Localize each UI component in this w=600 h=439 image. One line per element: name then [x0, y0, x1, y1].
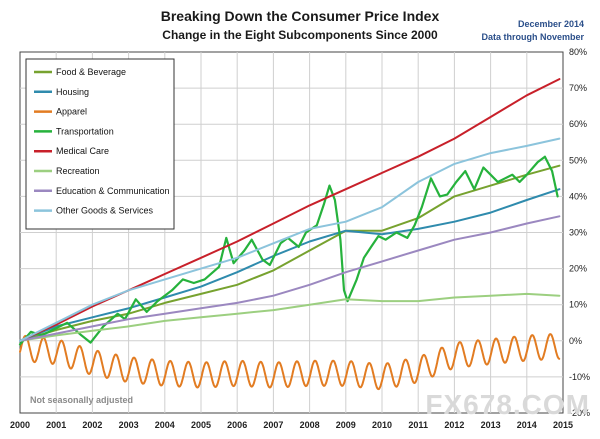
legend-label: Housing — [56, 87, 89, 97]
x-tick-label: 2004 — [155, 420, 175, 430]
legend-label: Transportation — [56, 126, 114, 136]
y-tick-label: 0% — [569, 336, 582, 346]
legend-items: Food & Beverage Housing Apparel Transportat… — [34, 67, 170, 216]
x-tick-label: 2003 — [119, 420, 139, 430]
legend-label: Apparel — [56, 107, 87, 117]
y-tick-label: 60% — [569, 119, 587, 129]
y-axis-ticks: -20% -10% 0% 10% 20% 30% 40% 50% 60% 70% 80% — [569, 47, 590, 418]
x-tick-label: 2005 — [191, 420, 211, 430]
x-tick-label: 2002 — [82, 420, 102, 430]
x-tick-label: 2010 — [372, 420, 392, 430]
legend-label: Medical Care — [56, 146, 109, 156]
x-tick-label: 2011 — [408, 420, 428, 430]
chart-title: Breaking Down the Consumer Price Index — [161, 8, 440, 24]
legend-label: Other Goods & Services — [56, 206, 154, 216]
y-tick-label: -20% — [569, 408, 590, 418]
series-line-1 — [19, 188, 561, 342]
series-lines — [18, 78, 561, 391]
footnote: Not seasonally adjusted — [30, 395, 133, 405]
y-tick-label: 80% — [569, 47, 587, 57]
watermark: FX678.COM — [425, 389, 590, 420]
x-tick-label: 2007 — [263, 420, 283, 430]
legend-label: Recreation — [56, 166, 100, 176]
note-through: Data through November — [481, 32, 584, 42]
series-line-6 — [19, 215, 561, 342]
legend-label: Education & Communication — [56, 186, 170, 196]
chart-subtitle: Change in the Eight Subcomponents Since … — [162, 28, 438, 42]
x-tick-label: 2008 — [300, 420, 320, 430]
x-tick-label: 2006 — [227, 420, 247, 430]
legend-label: Food & Beverage — [56, 67, 126, 77]
x-tick-label: 2012 — [444, 420, 464, 430]
series-line-2 — [19, 333, 561, 391]
x-tick-label: 2001 — [46, 420, 66, 430]
y-tick-label: 70% — [569, 83, 587, 93]
x-tick-label: 2009 — [336, 420, 356, 430]
y-tick-label: -10% — [569, 372, 590, 382]
series-line-7 — [19, 137, 561, 342]
y-tick-label: 40% — [569, 191, 587, 201]
series-line-5 — [19, 292, 561, 342]
series-line-0 — [19, 164, 561, 342]
x-axis-ticks: 2000 2001 2002 2003 2004 2005 2006 2007 2008 2009… — [10, 420, 573, 430]
y-tick-label: 20% — [569, 264, 587, 274]
legend — [25, 58, 175, 230]
y-tick-label: 10% — [569, 300, 587, 310]
x-tick-label: 2013 — [481, 420, 501, 430]
note-date: December 2014 — [518, 19, 584, 29]
x-tick-label: 2014 — [517, 420, 537, 430]
series-line-3 — [18, 155, 559, 346]
y-tick-label: 50% — [569, 155, 587, 165]
y-tick-label: 30% — [569, 228, 587, 238]
x-tick-label: 2000 — [10, 420, 30, 430]
x-tick-label: 2015 — [553, 420, 573, 430]
